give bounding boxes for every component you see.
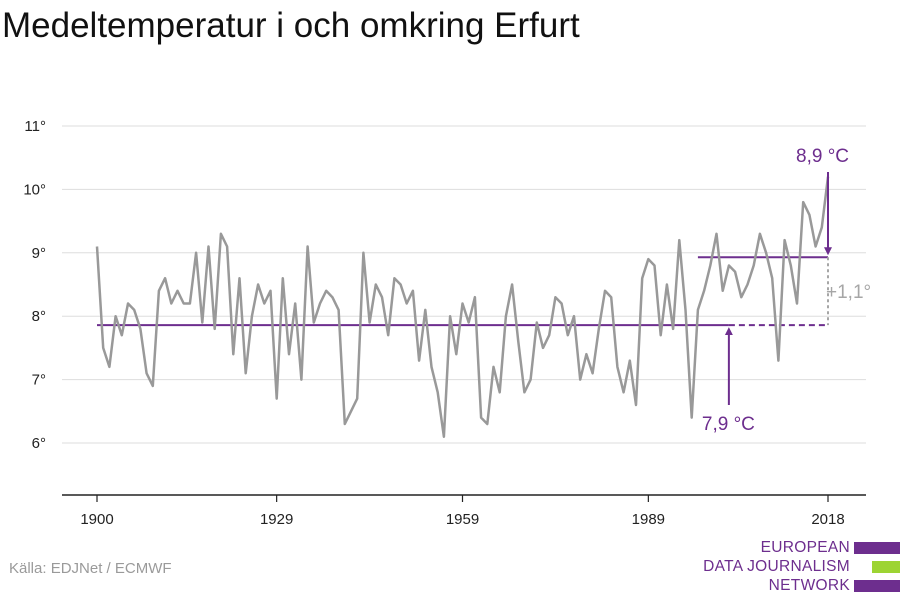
y-tick-label: 7°: [32, 372, 46, 389]
annotations: 7,9 °C 8,9 °C +1,1°: [702, 146, 871, 435]
y-tick-label: 6°: [32, 435, 46, 452]
y-axis-ticks: 6° 7° 8° 9° 10° 11°: [23, 118, 46, 452]
x-tick-label: 2018: [811, 511, 844, 528]
logo-bar-1: [854, 542, 900, 554]
series-lines: [95, 176, 830, 438]
baseline-label: 7,9 °C: [702, 414, 755, 435]
series-line: [95, 176, 830, 438]
edjnet-logo: EUROPEAN DATA JOURNALISM NETWORK: [700, 538, 900, 598]
x-tick-label: 1989: [632, 511, 665, 528]
logo-bar-3: [854, 580, 900, 592]
recent-label: 8,9 °C: [796, 146, 849, 167]
logo-line-1: EUROPEAN: [760, 539, 850, 556]
y-tick-label: 11°: [24, 118, 46, 135]
logo-line-2: DATA JOURNALISM: [703, 558, 850, 575]
logo-bar-2: [872, 561, 900, 573]
logo-line-3: NETWORK: [768, 577, 850, 594]
y-tick-label: 8°: [32, 308, 46, 325]
x-axis: 1900 1929 1959 1989 2018: [62, 494, 866, 528]
source-credit: Källa: EDJNet / ECMWF: [9, 560, 172, 577]
x-tick-label: 1959: [446, 511, 479, 528]
y-tick-label: 9°: [32, 245, 46, 262]
delta-label: +1,1°: [826, 282, 871, 303]
x-tick-label: 1929: [260, 511, 293, 528]
chart-title: Medeltemperatur i och omkring Erfurt: [2, 6, 580, 45]
grid-lines: [62, 125, 866, 444]
y-tick-label: 10°: [23, 181, 46, 198]
x-tick-label: 1900: [80, 511, 113, 528]
